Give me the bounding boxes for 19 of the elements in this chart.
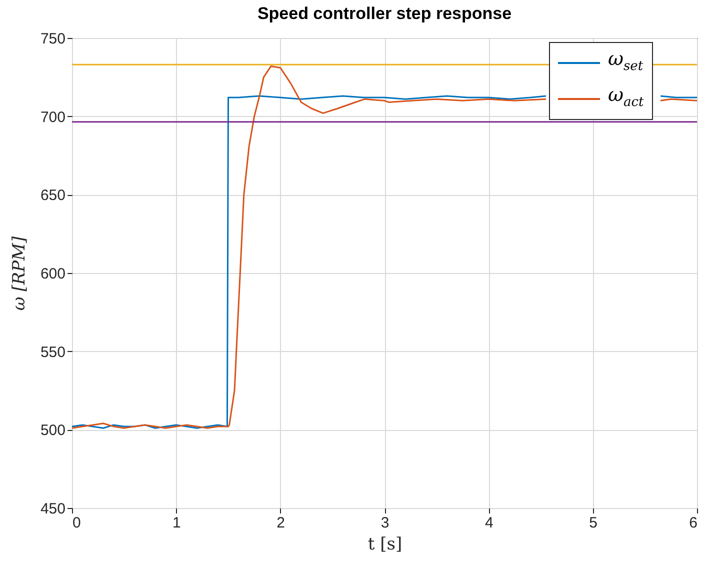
x-tick-label: 2 [276,514,286,532]
x-tick-label: 1 [172,514,181,532]
y-tick-label: 500 [40,422,66,440]
chart-title: Speed controller step response [257,4,512,23]
y-tick-label: 650 [40,187,66,204]
x-tick-label: 3 [380,514,390,532]
y-tick-label: 750 [40,30,66,48]
y-tick-label: 700 [40,108,66,126]
y-tick-label: 600 [40,266,66,282]
y-tick-label: 450 [40,500,66,518]
x-tick-label: 5 [589,514,598,532]
y-tick-label: 550 [40,344,66,361]
legend-label: ω$_{set}$ [608,47,644,76]
x-tick-label: 4 [484,514,494,532]
x-tick-label: 0 [72,514,81,532]
y-axis-title: ω [RPM] [9,236,30,311]
x-tick-label: 6 [689,514,698,532]
x-axis-title: t [s] [368,534,402,554]
series-label: ω$_{act}$ [608,82,644,112]
